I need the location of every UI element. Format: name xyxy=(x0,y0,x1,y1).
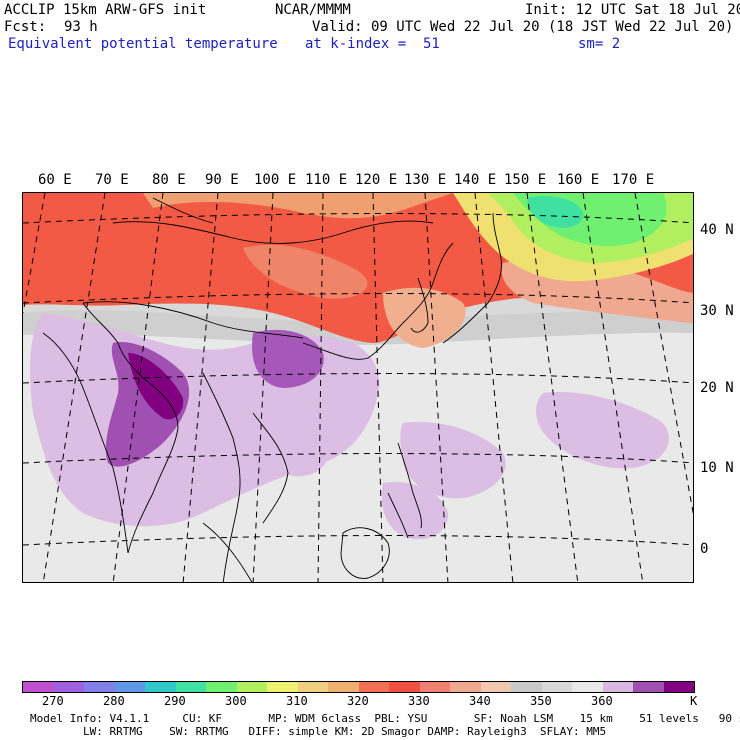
lon-label: 120 E xyxy=(355,172,398,188)
lon-label: 150 E xyxy=(504,172,547,188)
colorbar-swatch xyxy=(450,682,481,692)
lat-label: 10 N xyxy=(700,460,734,476)
colorbar-label: 340 xyxy=(469,694,491,708)
lat-label: 30 N xyxy=(700,303,734,319)
lon-label: 70 E xyxy=(95,172,129,188)
colorbar-swatch xyxy=(419,682,450,692)
lon-label: 170 E xyxy=(612,172,655,188)
colorbar-swatch xyxy=(206,682,237,692)
colorbar-swatch xyxy=(572,682,603,692)
model-info-line2: LW: RRTMG SW: RRTMG DIFF: simple KM: 2D … xyxy=(30,725,607,738)
init-time: Init: 12 UTC Sat 18 Jul 20 xyxy=(525,2,740,18)
colorbar-swatch xyxy=(236,682,267,692)
colorbar-swatch xyxy=(602,682,633,692)
colorbar-label: 280 xyxy=(103,694,125,708)
lon-label: 140 E xyxy=(454,172,497,188)
map-field xyxy=(23,193,693,582)
colorbar-label: 270 xyxy=(42,694,64,708)
valid-time: Valid: 09 UTC Wed 22 Jul 20 (18 JST Wed … xyxy=(312,19,734,35)
colorbar xyxy=(22,681,695,693)
colorbar-swatch xyxy=(297,682,328,692)
colorbar-label: 300 xyxy=(225,694,247,708)
colorbar-swatch xyxy=(84,682,115,692)
model-info-line1: Model Info: V4.1.1 CU: KF MP: WDM 6class… xyxy=(30,712,740,725)
model-title: ACCLIP 15km ARW-GFS init xyxy=(4,2,207,18)
colorbar-swatch xyxy=(145,682,176,692)
colorbar-swatch xyxy=(175,682,206,692)
colorbar-swatch xyxy=(358,682,389,692)
colorbar-label: 330 xyxy=(408,694,430,708)
colorbar-swatch xyxy=(23,682,54,692)
lon-label: 110 E xyxy=(305,172,348,188)
colorbar-label: 320 xyxy=(347,694,369,708)
lon-label: 90 E xyxy=(205,172,239,188)
colorbar-swatch xyxy=(663,682,694,692)
colorbar-swatch xyxy=(633,682,664,692)
lon-label: 80 E xyxy=(152,172,186,188)
level-info: at k-index = 51 xyxy=(305,36,440,52)
lat-label: 20 N xyxy=(700,380,734,396)
lon-label: 160 E xyxy=(557,172,600,188)
colorbar-swatch xyxy=(328,682,359,692)
colorbar-swatch xyxy=(480,682,511,692)
colorbar-unit: K xyxy=(690,694,698,708)
colorbar-swatch xyxy=(541,682,572,692)
colorbar-label: 350 xyxy=(530,694,552,708)
lat-label: 0 xyxy=(700,541,709,557)
fcst-value: 93 h xyxy=(64,19,98,35)
lon-label: 60 E xyxy=(38,172,72,188)
colorbar-swatch xyxy=(53,682,84,692)
colorbar-label: 290 xyxy=(164,694,186,708)
map-panel xyxy=(22,192,694,583)
field-name: Equivalent potential temperature xyxy=(8,36,278,52)
colorbar-label: 360 xyxy=(591,694,613,708)
smoothing-info: sm= 2 xyxy=(578,36,621,52)
lon-label: 100 E xyxy=(254,172,297,188)
fcst-label: Fcst: xyxy=(4,19,47,35)
colorbar-swatch xyxy=(511,682,542,692)
colorbar-swatch xyxy=(389,682,420,692)
colorbar-swatch xyxy=(267,682,298,692)
lat-label: 40 N xyxy=(700,222,734,238)
lon-label: 130 E xyxy=(404,172,447,188)
colorbar-swatch xyxy=(114,682,145,692)
colorbar-label: 310 xyxy=(286,694,308,708)
center-name: NCAR/MMMM xyxy=(275,2,351,18)
